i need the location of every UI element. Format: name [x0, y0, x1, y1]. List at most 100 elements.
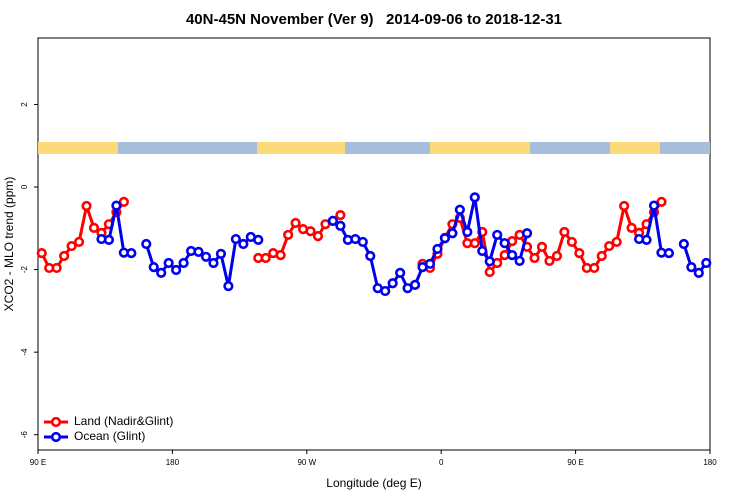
data-point	[641, 234, 652, 245]
data-point	[365, 250, 376, 262]
data-point	[312, 231, 324, 242]
data-point	[484, 266, 495, 278]
data-point	[619, 200, 630, 212]
y-tick-label: -6	[20, 431, 29, 439]
data-point	[514, 255, 525, 267]
data-point	[432, 243, 443, 255]
data-point	[380, 285, 391, 297]
land-band	[257, 142, 345, 154]
y-tick-label: 0	[20, 184, 29, 189]
data-point	[499, 238, 510, 249]
data-point	[66, 240, 77, 252]
ocean-band	[38, 142, 710, 154]
data-point	[521, 228, 533, 239]
data-point	[678, 238, 689, 250]
data-point	[439, 233, 451, 244]
data-point	[290, 217, 301, 229]
plot-frame	[37, 37, 711, 451]
data-point	[335, 220, 346, 231]
data-point	[223, 281, 234, 292]
data-point	[200, 251, 212, 262]
data-point	[693, 267, 704, 278]
data-point	[424, 258, 436, 269]
data-point	[275, 250, 286, 261]
data-point	[469, 238, 480, 249]
data-point	[238, 238, 249, 250]
y-axis-label: XCO2 - MLO trend (ppm)	[2, 177, 16, 312]
data-point	[477, 245, 488, 257]
data-point	[484, 256, 495, 267]
data-point	[103, 234, 115, 245]
data-point	[193, 246, 204, 257]
data-point	[574, 247, 585, 259]
data-point	[507, 250, 518, 261]
x-tick-label: 180	[703, 458, 717, 467]
x-axis-label: Longitude (deg E)	[326, 476, 421, 490]
data-point	[59, 250, 70, 262]
x-tick-label: 90 W	[297, 458, 316, 467]
land-ocean-band	[38, 142, 710, 154]
x-tick-label: 0	[439, 458, 444, 467]
data-point	[148, 262, 159, 273]
y-tick-label: -4	[20, 348, 29, 356]
data-point	[327, 215, 339, 226]
data-point	[357, 236, 368, 248]
land-band	[38, 142, 118, 154]
chart-title: 40N-45N November (Ver 9) 2014-09-06 to 2…	[186, 11, 562, 28]
data-point	[88, 222, 100, 233]
data-point	[626, 222, 637, 233]
x-tick-label: 180	[166, 458, 180, 467]
data-point	[686, 262, 697, 273]
data-point	[648, 200, 660, 211]
data-point	[111, 200, 122, 211]
data-point	[283, 229, 294, 241]
x-tick-label: 90 E	[567, 458, 583, 467]
data-point	[462, 226, 473, 238]
y-tick-label: -2	[20, 265, 29, 273]
data-point	[305, 226, 316, 237]
data-point	[141, 238, 152, 250]
data-point	[589, 262, 600, 274]
legend-marker	[50, 431, 62, 443]
data-point	[536, 241, 548, 252]
data-point	[492, 229, 503, 241]
data-point	[163, 257, 174, 269]
legend-label: Land (Nadir&Glint)	[74, 414, 173, 428]
data-point	[171, 264, 182, 276]
data-point	[36, 247, 47, 259]
data-point	[551, 250, 563, 262]
data-point	[663, 247, 675, 259]
legend-label: Ocean (Glint)	[74, 429, 145, 443]
data-point	[208, 257, 219, 269]
data-point	[51, 262, 62, 274]
data-point	[156, 267, 167, 278]
data-point	[454, 204, 465, 215]
x-tick-label: 90 E	[30, 458, 46, 467]
data-point	[529, 252, 540, 264]
data-point	[604, 240, 615, 252]
data-point	[656, 196, 667, 207]
data-point	[387, 278, 398, 289]
y-tick-label: 2	[20, 102, 29, 107]
data-point	[559, 226, 570, 238]
land-band	[430, 142, 530, 154]
land-band	[610, 142, 660, 154]
data-point	[126, 247, 137, 259]
data-point	[260, 252, 271, 264]
data-point	[253, 234, 264, 245]
data-point	[178, 257, 189, 269]
data-point	[611, 236, 622, 248]
data-point	[544, 255, 555, 267]
data-point	[73, 236, 85, 248]
data-point	[469, 192, 480, 203]
data-point	[566, 236, 577, 248]
data-point	[447, 228, 458, 239]
data-point	[701, 257, 712, 269]
data-point	[596, 250, 607, 262]
data-point	[395, 267, 406, 278]
data-point	[230, 233, 241, 245]
data-point	[215, 248, 227, 260]
data-point	[335, 210, 346, 221]
data-point	[409, 279, 421, 290]
